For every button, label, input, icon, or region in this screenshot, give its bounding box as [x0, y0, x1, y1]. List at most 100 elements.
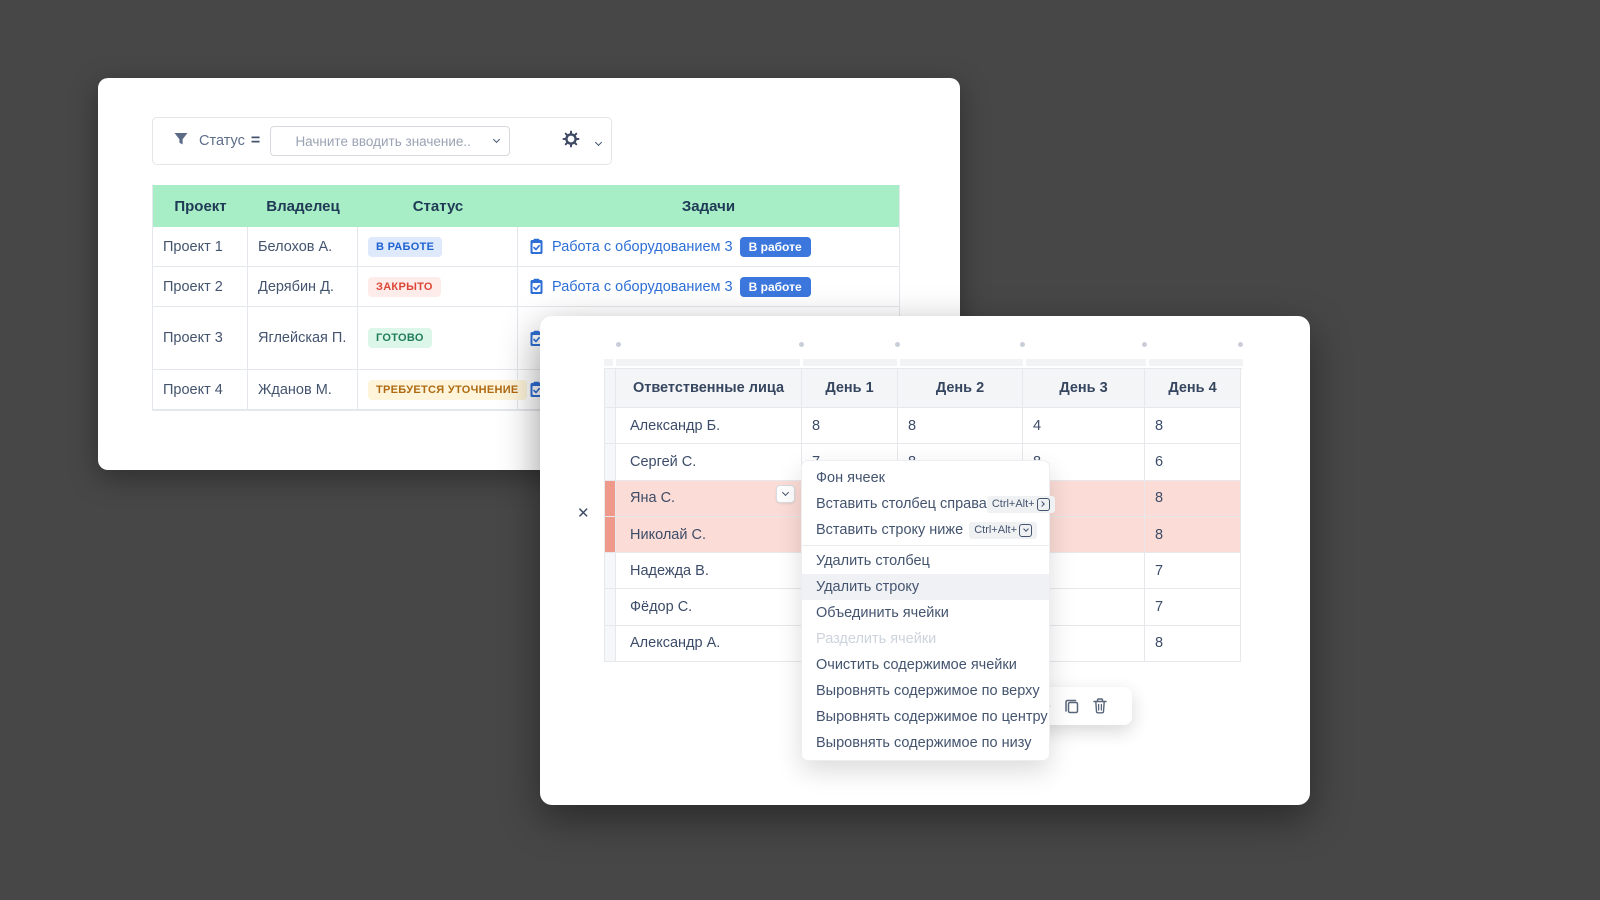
- filter-bar: Статус = Начните вводить значение..: [152, 117, 612, 165]
- column-resize-dots: [540, 342, 1310, 348]
- name-cell[interactable]: Александр А.: [616, 625, 802, 663]
- value-cell[interactable]: 8: [1145, 480, 1241, 517]
- name-cell[interactable]: Александр Б.: [616, 408, 802, 445]
- status-badge: ЗАКРЫТО: [368, 276, 441, 297]
- row-gutter-cell[interactable]: [605, 625, 616, 663]
- column-header: Задачи: [681, 197, 736, 215]
- status-cell: В РАБОТЕ: [358, 227, 518, 267]
- status-badge: ТРЕБУЕТСЯ УТОЧНЕНИЕ: [368, 379, 527, 400]
- name-cell[interactable]: Сергей С.: [616, 444, 802, 481]
- shortcut-badge: Ctrl+Alt+: [969, 521, 1037, 539]
- task-clipboard-icon: [528, 330, 545, 347]
- value-cell[interactable]: 8: [1145, 408, 1241, 445]
- value-cell[interactable]: 8: [898, 408, 1023, 445]
- menu-item-label: Вставить строку ниже: [816, 522, 964, 538]
- project-cell: Проект 1: [153, 227, 248, 267]
- table-row: Проект 3 Яглейская П. ГОТОВО: [153, 307, 899, 370]
- context-menu-item[interactable]: Очистить содержимое ячейки: [802, 652, 1049, 678]
- value-cell[interactable]: 4: [1023, 408, 1145, 445]
- sheet-row: Александр Б. 8 8 4 8: [605, 408, 1242, 445]
- task-clipboard-icon: [528, 278, 545, 295]
- context-menu-item[interactable]: Выровнять содержимое по низу: [802, 730, 1049, 756]
- column-header[interactable]: Ответственные лица: [616, 369, 802, 408]
- status-cell: ЗАКРЫТО: [358, 267, 518, 307]
- menu-item-label: Выровнять содержимое по низу: [816, 735, 1032, 751]
- chevron-down-icon: [781, 489, 790, 497]
- context-menu-item[interactable]: Удалить строку: [802, 574, 1049, 600]
- cell-menu-chevron-button[interactable]: [776, 484, 795, 503]
- context-menu-item[interactable]: Вставить строку ниже Ctrl+Alt+: [802, 517, 1049, 543]
- owner-cell: Яглейская П.: [248, 307, 358, 370]
- filter-field-label: Статус: [199, 133, 245, 149]
- deselect-rows-button[interactable]: ✕: [577, 505, 590, 522]
- context-menu-item[interactable]: Удалить столбец: [802, 548, 1049, 574]
- sheet-table-header: Ответственные лица День 1 День 2 День 3 День…: [605, 369, 1242, 408]
- project-cell: Проект 3: [153, 307, 248, 370]
- menu-item-label: Разделить ячейки: [816, 631, 937, 647]
- projects-card: Статус = Начните вводить значение..: [98, 78, 960, 470]
- value-cell[interactable]: 8: [1145, 516, 1241, 554]
- owner-cell: Белохов А.: [248, 227, 358, 267]
- column-header[interactable]: День 1: [802, 369, 898, 408]
- value-cell[interactable]: 7: [1145, 589, 1241, 626]
- chevron-down-icon[interactable]: [595, 138, 603, 146]
- project-cell: Проект 4: [153, 370, 248, 410]
- shortcut-badge: Ctrl+Alt+: [986, 495, 1055, 513]
- row-gutter-cell[interactable]: [605, 516, 616, 554]
- name-cell[interactable]: Фёдор С.: [616, 589, 802, 626]
- context-menu-item[interactable]: Выровнять содержимое по центру: [802, 704, 1049, 730]
- context-menu-item[interactable]: Объединить ячейки: [802, 600, 1049, 626]
- menu-item-label: Очистить содержимое ячейки: [816, 657, 1017, 673]
- value-cell[interactable]: 8: [802, 408, 898, 445]
- status-cell: ГОТОВО: [358, 307, 518, 370]
- tasks-cell: Работа с оборудованием 3 В работе: [518, 267, 899, 307]
- context-menu-item[interactable]: Фон ячеек: [802, 465, 1049, 491]
- arrow-right-key-icon: [1036, 497, 1050, 511]
- menu-item-label: Выровнять содержимое по центру: [816, 709, 1048, 725]
- task-status-badge: В работе: [739, 236, 811, 257]
- menu-item-label: Удалить строку: [816, 579, 920, 595]
- context-menu-item[interactable]: Разделить ячейки: [802, 626, 1049, 652]
- row-gutter-cell[interactable]: [605, 444, 616, 481]
- column-header: Проект: [174, 197, 227, 215]
- task-clipboard-icon: [528, 238, 545, 255]
- column-header[interactable]: День 4: [1145, 369, 1241, 408]
- name-cell[interactable]: Николай С.: [616, 516, 802, 554]
- menu-item-label: Выровнять содержимое по верху: [816, 683, 1040, 699]
- row-gutter-cell[interactable]: [605, 480, 616, 517]
- tasks-cell: Работа с оборудованием 3 В работе: [518, 227, 899, 267]
- context-menu-item[interactable]: Выровнять содержимое по верху: [802, 678, 1049, 704]
- filter-value-select[interactable]: Начните вводить значение..: [270, 126, 511, 156]
- row-gutter-cell[interactable]: [605, 553, 616, 590]
- trash-icon[interactable]: [1086, 692, 1114, 720]
- table-row: Проект 1 Белохов А. В РАБОТЕ Работа с обору…: [153, 227, 899, 267]
- column-header[interactable]: День 2: [898, 369, 1023, 408]
- copy-icon[interactable]: [1058, 692, 1086, 720]
- filter-operator: =: [250, 132, 261, 149]
- status-cell: ТРЕБУЕТСЯ УТОЧНЕНИЕ: [358, 370, 527, 410]
- filter-value-placeholder: Начните вводить значение..: [295, 133, 471, 149]
- menu-separator: [802, 545, 1049, 546]
- value-cell[interactable]: 7: [1145, 553, 1241, 590]
- projects-table: Проект Владелец Статус Задачи Проект 1 Белох…: [152, 185, 900, 411]
- gutter-header-cell: [605, 369, 616, 408]
- arrow-down-key-icon: [1019, 523, 1032, 537]
- menu-item-label: Объединить ячейки: [816, 605, 949, 621]
- funnel-icon: [173, 131, 189, 152]
- row-gutter-cell[interactable]: [605, 589, 616, 626]
- chevron-down-icon: [493, 135, 501, 144]
- value-cell[interactable]: 8: [1145, 625, 1241, 663]
- column-hover-strip: [604, 359, 1243, 366]
- project-cell: Проект 2: [153, 267, 248, 307]
- name-cell[interactable]: Яна С.: [616, 480, 802, 517]
- context-menu-item[interactable]: Вставить столбец справа Ctrl+Alt+: [802, 491, 1055, 517]
- row-gutter-cell[interactable]: [605, 408, 616, 445]
- gear-icon[interactable]: [562, 130, 580, 153]
- column-header[interactable]: День 3: [1023, 369, 1145, 408]
- name-cell[interactable]: Надежда В.: [616, 553, 802, 590]
- projects-table-header: Проект Владелец Статус Задачи: [153, 185, 899, 227]
- task-link[interactable]: Работа с оборудованием 3: [552, 238, 733, 255]
- task-link[interactable]: Работа с оборудованием 3: [552, 278, 733, 295]
- value-cell[interactable]: 6: [1145, 444, 1241, 481]
